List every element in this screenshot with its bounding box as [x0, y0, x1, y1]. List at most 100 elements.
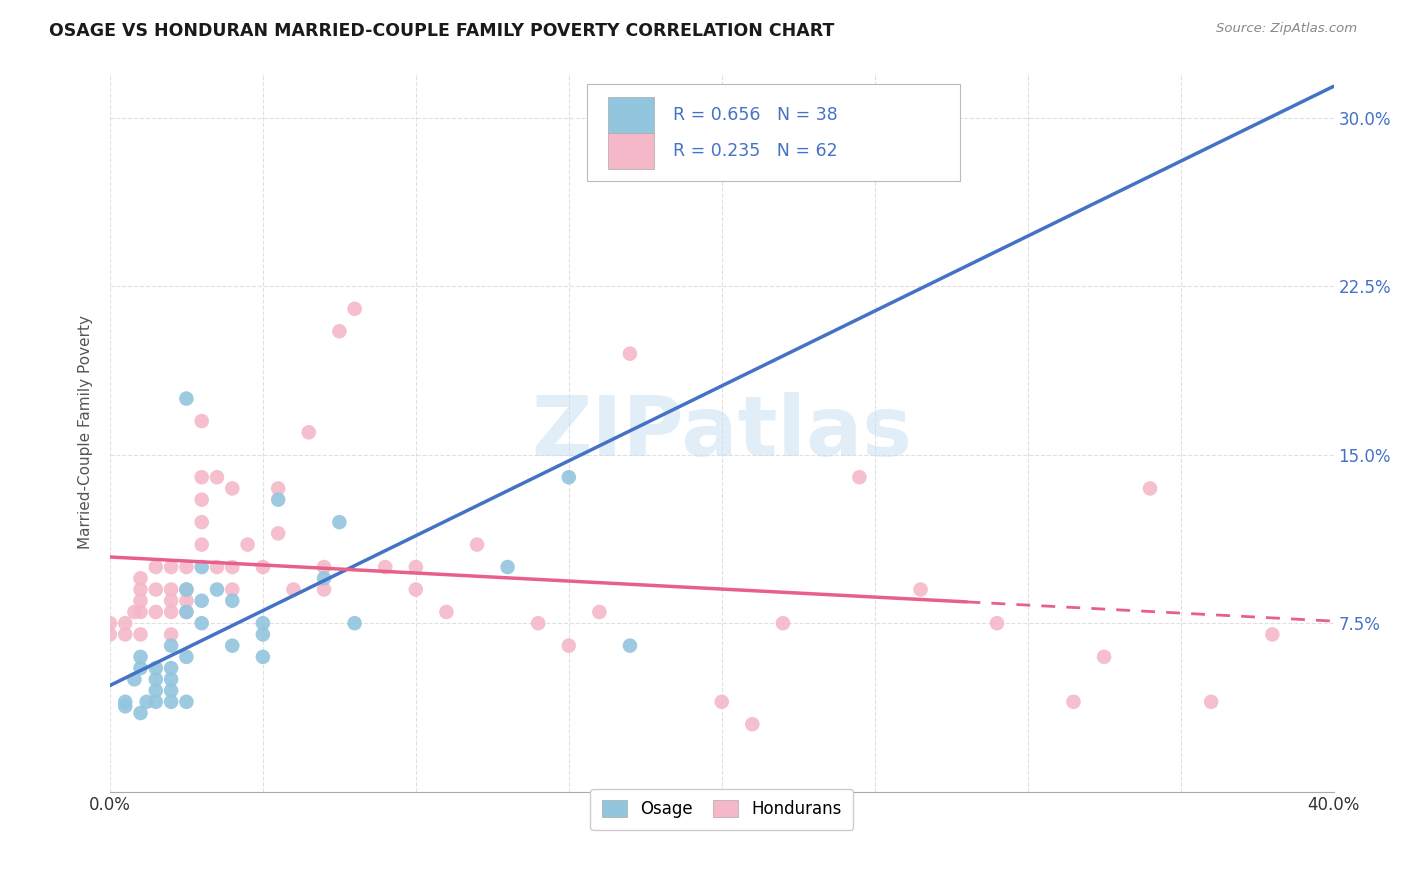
Point — [252, 627, 274, 641]
Point — [221, 560, 243, 574]
Point — [145, 661, 167, 675]
Point — [312, 571, 335, 585]
Point — [267, 482, 290, 496]
Point — [124, 673, 146, 687]
Point — [1063, 695, 1085, 709]
Point — [986, 616, 1008, 631]
Point — [145, 605, 167, 619]
Point — [129, 571, 152, 585]
Point — [267, 526, 290, 541]
Point — [160, 639, 183, 653]
Point — [619, 347, 641, 361]
Point — [160, 683, 183, 698]
Text: ZIPatlas: ZIPatlas — [531, 392, 912, 473]
Point — [129, 706, 152, 720]
Point — [343, 301, 366, 316]
Point — [312, 560, 335, 574]
Point — [176, 593, 198, 607]
Y-axis label: Married-Couple Family Poverty: Married-Couple Family Poverty — [79, 315, 93, 549]
Point — [558, 639, 581, 653]
Text: Source: ZipAtlas.com: Source: ZipAtlas.com — [1216, 22, 1357, 36]
Point — [129, 582, 152, 597]
Point — [910, 582, 932, 597]
Point — [939, 122, 962, 136]
Point — [98, 627, 121, 641]
Point — [236, 538, 259, 552]
Point — [160, 627, 183, 641]
Point — [205, 470, 228, 484]
Point — [710, 695, 733, 709]
Point — [465, 538, 488, 552]
Point — [129, 593, 152, 607]
Point — [190, 593, 212, 607]
Point — [190, 616, 212, 631]
Point — [267, 492, 290, 507]
Point — [436, 605, 458, 619]
Point — [190, 470, 212, 484]
Point — [145, 683, 167, 698]
Point — [741, 717, 763, 731]
Text: OSAGE VS HONDURAN MARRIED-COUPLE FAMILY POVERTY CORRELATION CHART: OSAGE VS HONDURAN MARRIED-COUPLE FAMILY … — [49, 22, 835, 40]
Point — [129, 649, 152, 664]
Point — [160, 593, 183, 607]
Point — [298, 425, 321, 440]
Point — [160, 560, 183, 574]
Point — [190, 538, 212, 552]
Point — [145, 582, 167, 597]
Point — [252, 649, 274, 664]
Point — [190, 560, 212, 574]
Point — [160, 605, 183, 619]
Point — [160, 695, 183, 709]
Point — [772, 616, 794, 631]
Point — [283, 582, 305, 597]
Point — [176, 392, 198, 406]
Point — [221, 639, 243, 653]
Point — [98, 616, 121, 631]
Point — [160, 582, 183, 597]
Point — [405, 582, 427, 597]
Point — [129, 627, 152, 641]
Point — [160, 661, 183, 675]
Point — [1139, 482, 1161, 496]
Point — [1261, 627, 1284, 641]
Point — [1092, 649, 1115, 664]
Point — [221, 593, 243, 607]
Text: R = 0.235   N = 62: R = 0.235 N = 62 — [673, 142, 838, 160]
Point — [252, 560, 274, 574]
Point — [374, 560, 396, 574]
Point — [1199, 695, 1222, 709]
Point — [558, 470, 581, 484]
Point — [848, 470, 870, 484]
Point — [114, 616, 136, 631]
Point — [190, 414, 212, 428]
FancyBboxPatch shape — [607, 133, 654, 169]
Point — [190, 515, 212, 529]
Point — [619, 639, 641, 653]
Point — [190, 492, 212, 507]
Point — [588, 605, 610, 619]
Point — [176, 560, 198, 574]
Point — [176, 582, 198, 597]
Point — [129, 605, 152, 619]
Point — [328, 515, 350, 529]
Point — [129, 661, 152, 675]
Point — [114, 699, 136, 714]
Point — [176, 582, 198, 597]
Point — [176, 605, 198, 619]
Point — [205, 582, 228, 597]
Point — [343, 616, 366, 631]
Point — [405, 560, 427, 574]
Point — [328, 324, 350, 338]
FancyBboxPatch shape — [607, 96, 654, 133]
Point — [114, 627, 136, 641]
Point — [252, 616, 274, 631]
Point — [176, 695, 198, 709]
Point — [145, 673, 167, 687]
Legend: Osage, Hondurans: Osage, Hondurans — [591, 789, 853, 830]
Point — [312, 582, 335, 597]
Point — [145, 695, 167, 709]
Point — [114, 695, 136, 709]
Point — [160, 673, 183, 687]
Point — [124, 605, 146, 619]
Point — [205, 560, 228, 574]
